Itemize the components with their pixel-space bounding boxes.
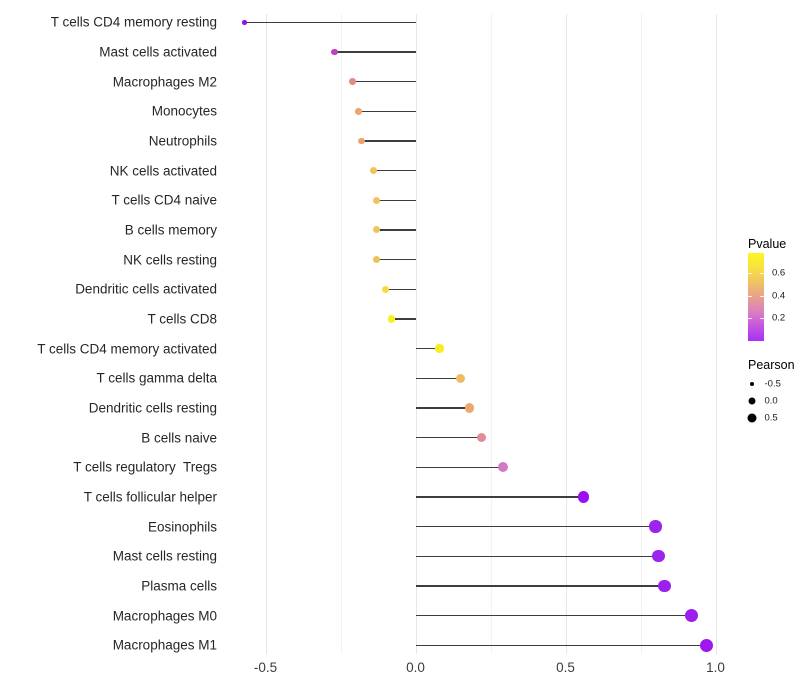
lollipop-segment <box>244 21 416 24</box>
colorbar-tick-mark <box>748 295 752 297</box>
data-point <box>435 344 444 353</box>
data-point <box>464 403 475 413</box>
lollipop-segment <box>415 585 665 587</box>
gridline-minor <box>490 14 492 654</box>
y-axis-label: T cells gamma delta <box>96 370 217 386</box>
x-axis-tick-label: -0.5 <box>253 660 278 675</box>
gridline-major <box>715 14 717 654</box>
data-point <box>381 285 390 293</box>
y-axis-label: Dendritic cells activated <box>75 281 217 297</box>
lollipop-segment <box>415 436 482 439</box>
lollipop-segment <box>376 199 416 202</box>
data-point <box>373 196 380 204</box>
y-axis-label: T cells CD4 memory activated <box>37 340 217 356</box>
colorbar-tick-mark <box>760 318 764 320</box>
colorbar-tick-mark <box>760 273 764 275</box>
data-point <box>373 256 380 264</box>
y-axis-label: T cells follicular helper <box>83 489 217 505</box>
y-axis-label: B cells memory <box>124 222 217 238</box>
colorbar-tick-mark <box>748 318 752 320</box>
lollipop-segment <box>334 51 416 53</box>
lollipop-segment <box>415 496 584 498</box>
lollipop-segment <box>415 377 461 380</box>
lollipop-segment <box>358 110 416 113</box>
y-axis-label: Dendritic cells resting <box>88 400 217 416</box>
x-axis-tick-label: 1.0 <box>706 660 725 675</box>
colorbar-tick-mark <box>748 273 752 275</box>
y-axis-label: Eosinophils <box>147 518 217 534</box>
size-legend-label: -0.5 <box>764 378 781 390</box>
y-axis-label: T cells regulatory Tregs <box>73 459 217 475</box>
colorbar-tick-mark <box>760 295 764 297</box>
y-axis-label: Neutrophils <box>148 133 217 149</box>
lollipop-segment <box>391 318 416 320</box>
lollipop-segment <box>415 347 440 350</box>
y-axis-label: Macrophages M0 <box>112 607 217 623</box>
gridline-minor <box>340 14 342 654</box>
data-point <box>373 226 380 234</box>
y-axis-label: T cells CD8 <box>147 311 217 327</box>
y-axis-label: Mast cells resting <box>112 548 217 564</box>
lollipop-segment <box>415 407 470 409</box>
size-legend-label: 0.5 <box>764 412 778 424</box>
size-legend-dot <box>749 382 754 386</box>
data-point <box>349 78 356 85</box>
colorbar-tick-label: 0.6 <box>772 267 786 279</box>
pvalue-colorbar <box>748 253 764 341</box>
lollipop-segment <box>376 258 416 261</box>
data-point <box>658 579 671 593</box>
data-point <box>387 315 396 323</box>
lollipop-segment <box>415 644 707 647</box>
size-legend-label: 0.0 <box>764 395 778 407</box>
colorbar-tick-label: 0.4 <box>772 290 786 302</box>
lollipop-segment <box>385 288 416 291</box>
pearson-legend-title: Pearson <box>748 358 795 372</box>
data-point <box>649 520 662 533</box>
y-axis-label: Macrophages M2 <box>112 73 217 89</box>
gridline-minor <box>640 14 642 654</box>
gridline-major <box>265 14 267 654</box>
y-axis-label: Plasma cells <box>141 578 217 594</box>
lollipop-segment <box>376 229 416 231</box>
data-point <box>497 462 508 473</box>
data-point <box>370 167 377 175</box>
data-point <box>652 550 665 563</box>
data-point <box>355 108 362 115</box>
data-point <box>358 137 365 145</box>
lollipop-segment <box>361 140 416 142</box>
lollipop-segment <box>415 614 692 617</box>
lollipop-segment <box>415 466 503 469</box>
x-axis-tick-label: 0.0 <box>406 660 425 675</box>
y-axis-label: Monocytes <box>151 103 217 119</box>
size-legend-dot <box>748 397 755 405</box>
data-point <box>242 20 247 25</box>
y-axis-label: Mast cells activated <box>99 44 217 60</box>
data-point <box>476 432 487 443</box>
gridline-major <box>565 14 567 654</box>
y-axis-label: T cells CD4 memory resting <box>50 14 217 30</box>
size-legend-dot <box>747 413 756 423</box>
y-axis-label: B cells naive <box>141 429 217 445</box>
data-point <box>685 609 698 623</box>
lollipop-segment <box>373 169 416 172</box>
data-point <box>577 491 590 503</box>
x-axis-tick-label: 0.5 <box>556 660 575 675</box>
data-point <box>456 373 465 383</box>
lollipop-segment <box>415 525 656 528</box>
lollipop-segment <box>415 555 659 558</box>
y-axis-label: Macrophages M1 <box>112 637 217 653</box>
data-point <box>331 48 338 56</box>
lollipop-segment <box>352 80 416 83</box>
colorbar-tick-label: 0.2 <box>772 312 786 324</box>
data-point <box>699 638 714 653</box>
y-axis-label: T cells CD4 naive <box>111 192 217 208</box>
gridline-major <box>415 14 417 654</box>
pvalue-legend-title: Pvalue <box>748 237 787 251</box>
y-axis-label: NK cells resting <box>123 251 217 267</box>
y-axis-label: NK cells activated <box>109 162 217 178</box>
